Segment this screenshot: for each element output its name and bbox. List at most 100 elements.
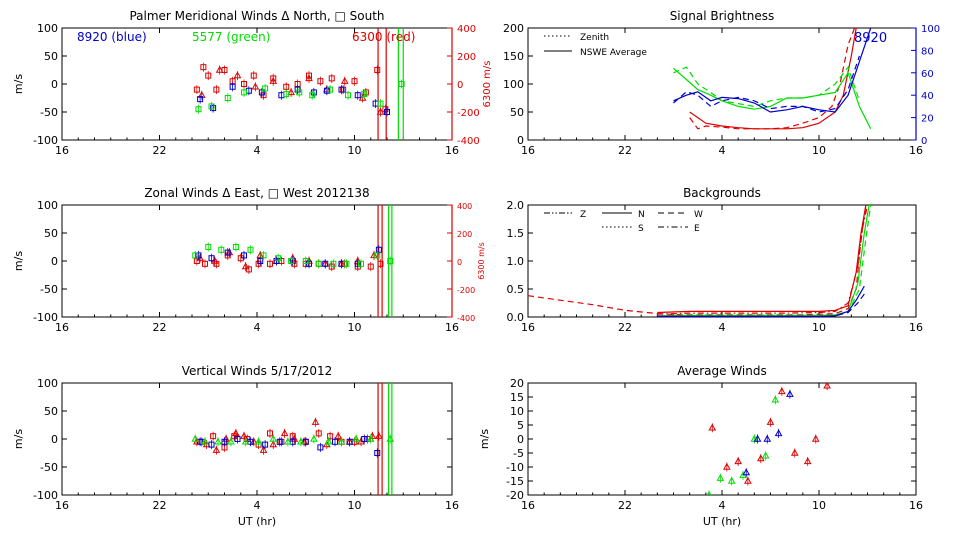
chart-title: Zonal Winds Δ East, □ West 2012138 xyxy=(144,186,369,200)
y-tick-label: 100 xyxy=(503,78,524,91)
y-tick-label: 100 xyxy=(37,22,58,35)
y-tick-label: 50 xyxy=(510,106,524,119)
chart-title: Vertical Winds 5/17/2012 xyxy=(182,364,333,378)
x-tick-label: 16 xyxy=(55,499,69,512)
x-tick-label: 22 xyxy=(618,499,632,512)
x-tick-label: 4 xyxy=(719,144,726,157)
x-tick-label: 4 xyxy=(254,144,261,157)
series-line xyxy=(673,67,872,130)
y-tick-label: 5 xyxy=(517,419,524,432)
y2-tick-label: -400 xyxy=(457,136,480,147)
y-tick-label: 50 xyxy=(44,50,58,63)
y-axis-label: m/s xyxy=(12,251,25,271)
y-tick-label: 50 xyxy=(44,405,58,418)
chart-panel-0: Palmer Meridional Winds Δ North, □ South… xyxy=(12,9,493,157)
chart-title: Backgrounds xyxy=(683,186,761,200)
series-line xyxy=(528,205,867,316)
y2-tick-label: -400 xyxy=(457,314,475,323)
x-tick-label: 10 xyxy=(812,321,826,334)
y-tick-label: -50 xyxy=(40,106,58,119)
series-line xyxy=(657,205,872,317)
y-tick-label: -50 xyxy=(40,461,58,474)
series-line xyxy=(689,28,857,130)
chart-panel-2: Zonal Winds Δ East, □ West 2012138 16 22 4 1… xyxy=(12,186,486,334)
y2-axis-label: 6300 m/s xyxy=(477,242,486,280)
legend-label: E xyxy=(694,224,700,234)
y2-tick-label: 80 xyxy=(921,46,934,57)
y-tick-label: -100 xyxy=(33,134,58,147)
y-tick-label: 0 xyxy=(517,134,524,147)
y-tick-label: 50 xyxy=(44,227,58,240)
annotation-label: 6300 (red) xyxy=(352,30,415,44)
y2-tick-label: 100 xyxy=(921,24,940,35)
y2-tick-label: 0 xyxy=(457,258,462,267)
x-tick-label: 16 xyxy=(909,321,923,334)
annotation-label: 5577 (green) xyxy=(192,30,270,44)
y-tick-label: 100 xyxy=(37,377,58,390)
x-tick-label: 16 xyxy=(521,144,535,157)
x-tick-label: 22 xyxy=(153,144,167,157)
series-line xyxy=(657,205,870,317)
x-tick-label: 10 xyxy=(348,321,362,334)
y2-tick-label: -200 xyxy=(457,286,475,295)
x-tick-label: 16 xyxy=(445,144,459,157)
y-tick-label: 0 xyxy=(517,433,524,446)
plot-area xyxy=(528,205,872,317)
x-tick-label: 22 xyxy=(153,499,167,512)
x-tick-label: 16 xyxy=(909,499,923,512)
plot-area xyxy=(673,28,872,130)
x-tick-label: 16 xyxy=(909,144,923,157)
plot-area xyxy=(191,383,395,495)
y-tick-label: 15 xyxy=(510,391,524,404)
x-tick-label: 10 xyxy=(348,499,362,512)
x-tick-label: 4 xyxy=(719,499,726,512)
series-line xyxy=(673,55,860,113)
y-tick-label: -50 xyxy=(40,283,58,296)
annotation-label: 8920 (blue) xyxy=(77,30,147,44)
y2-tick-label: 20 xyxy=(921,114,934,125)
y-axis-label: m/s xyxy=(478,429,491,449)
y-tick-label: 100 xyxy=(37,199,58,212)
x-tick-label: 16 xyxy=(55,144,69,157)
y-tick-label: -100 xyxy=(33,311,58,324)
y-tick-label: 200 xyxy=(503,22,524,35)
series-line xyxy=(657,291,867,317)
chart-title: Palmer Meridional Winds Δ North, □ South xyxy=(129,9,384,23)
y-tick-label: 0.0 xyxy=(507,311,525,324)
series-line xyxy=(689,28,856,130)
y-tick-label: 0.5 xyxy=(507,283,525,296)
x-tick-label: 10 xyxy=(812,499,826,512)
y2-tick-label: 60 xyxy=(921,69,934,80)
y-tick-label: -15 xyxy=(506,475,524,488)
y-tick-label: 0 xyxy=(51,255,58,268)
series-line xyxy=(673,65,860,108)
plot-frame xyxy=(61,27,453,141)
y-tick-label: -20 xyxy=(506,489,524,502)
x-axis-label: UT (hr) xyxy=(238,515,276,528)
x-tick-label: 22 xyxy=(618,144,632,157)
x-tick-label: 4 xyxy=(254,321,261,334)
annotation-label: 8920 xyxy=(854,31,887,46)
y-axis-label: m/s xyxy=(12,429,25,449)
x-tick-label: 16 xyxy=(445,321,459,334)
y-tick-label: 150 xyxy=(503,50,524,63)
y2-tick-label: -200 xyxy=(457,108,480,119)
y-tick-label: -10 xyxy=(506,461,524,474)
x-tick-label: 16 xyxy=(521,499,535,512)
x-tick-label: 10 xyxy=(348,144,362,157)
x-tick-label: 10 xyxy=(812,144,826,157)
x-tick-label: 22 xyxy=(618,321,632,334)
x-tick-label: 4 xyxy=(254,499,261,512)
y2-axis-label: 6300 m/s xyxy=(482,61,493,108)
y-tick-label: 1.5 xyxy=(507,227,525,240)
legend-label: N xyxy=(638,210,645,220)
chart-title: Average Winds xyxy=(677,364,767,378)
y-tick-label: 0 xyxy=(51,78,58,91)
y-tick-label: 1.0 xyxy=(507,255,525,268)
y-tick-label: 10 xyxy=(510,405,524,418)
y2-tick-label: 40 xyxy=(921,91,934,102)
x-tick-label: 16 xyxy=(55,321,69,334)
